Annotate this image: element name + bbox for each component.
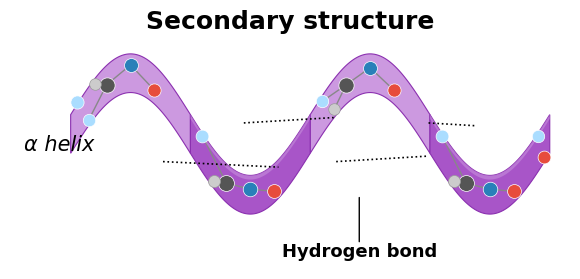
Point <box>533 134 542 138</box>
Point <box>329 107 339 112</box>
Polygon shape <box>310 54 430 153</box>
Point <box>437 134 447 138</box>
Point <box>246 187 255 191</box>
Text: α helix: α helix <box>24 135 95 155</box>
Point <box>72 100 81 105</box>
Point <box>198 134 207 138</box>
Point <box>389 88 398 93</box>
Point <box>222 181 231 185</box>
Point <box>365 66 375 70</box>
Point <box>126 63 135 67</box>
Point <box>485 187 495 191</box>
Point <box>342 83 351 87</box>
Polygon shape <box>430 115 550 214</box>
Point <box>461 181 470 185</box>
Polygon shape <box>71 54 190 153</box>
Text: Secondary structure: Secondary structure <box>146 10 434 34</box>
Point <box>317 99 327 104</box>
Text: Hydrogen bond: Hydrogen bond <box>282 243 437 261</box>
Point <box>270 189 279 194</box>
Point <box>450 179 459 183</box>
Polygon shape <box>190 115 310 180</box>
Point <box>539 155 549 160</box>
Point <box>102 83 111 87</box>
Point <box>90 82 99 87</box>
Polygon shape <box>430 115 550 180</box>
Point <box>150 88 159 93</box>
Point <box>509 189 519 194</box>
Point <box>210 179 219 183</box>
Point <box>84 118 93 122</box>
Polygon shape <box>190 115 310 214</box>
